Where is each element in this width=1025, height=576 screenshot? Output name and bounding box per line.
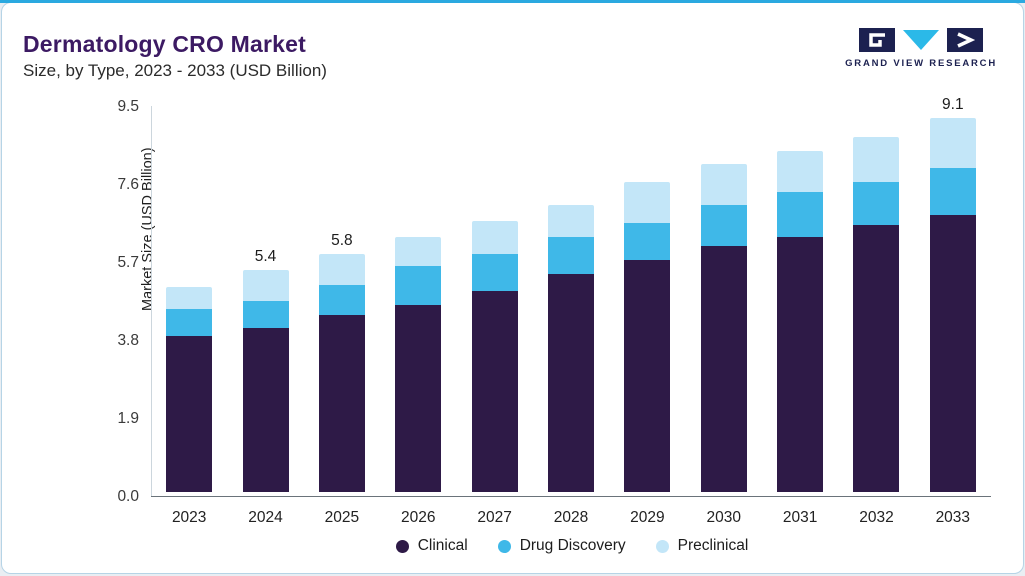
bar-segment-clinical [471, 290, 518, 492]
x-tick-label: 2031 [782, 509, 818, 526]
legend-label: Drug Discovery [519, 537, 626, 554]
legend-item-drug-discovery: Drug Discovery [497, 537, 626, 555]
y-tick-label: 5.7 [117, 254, 139, 271]
top-accent-line [0, 0, 1025, 3]
bar-stack [777, 151, 824, 492]
legend-dot-icon [395, 539, 409, 553]
x-tick-label: 2033 [935, 509, 971, 526]
bar-segment-preclinical [853, 136, 900, 183]
bar-segment-drug-discovery [395, 266, 442, 306]
x-tick-label: 2027 [477, 509, 512, 526]
legend-label: Clinical [417, 537, 468, 554]
bar-stack [471, 221, 518, 492]
bar-segment-drug-discovery [318, 284, 365, 316]
legend-dot-icon [497, 539, 511, 553]
y-tick-label: 9.5 [117, 98, 139, 115]
x-axis-line [151, 496, 991, 497]
x-tick-label: 2024 [248, 509, 283, 526]
bar-stack [929, 118, 976, 492]
bar-segment-clinical [777, 237, 824, 492]
bar-segment-drug-discovery [166, 309, 213, 336]
logo-text: GRAND VIEW RESEARCH [845, 58, 997, 69]
bar-total-label: 5.4 [254, 248, 277, 266]
legend-item-preclinical: Preclinical [655, 537, 749, 555]
chart-title: Dermatology CRO Market [23, 31, 307, 57]
y-tick-label: 1.9 [117, 410, 139, 427]
bar-stack [700, 163, 747, 492]
bar-segment-clinical [166, 336, 213, 492]
bar-segment-clinical [624, 260, 671, 492]
x-tick-label: 2029 [630, 509, 665, 526]
bar-segment-drug-discovery [548, 237, 594, 275]
bar-segment-drug-discovery [777, 192, 824, 238]
y-axis-line [151, 106, 152, 496]
logo-marks-icon [859, 28, 984, 52]
bar-stack [548, 204, 594, 492]
y-tick-label: 0.0 [117, 488, 139, 505]
bar-segment-preclinical [471, 221, 518, 254]
legend-dot-icon [655, 539, 669, 553]
bar-stack [395, 237, 442, 492]
bar-segment-drug-discovery [242, 301, 289, 328]
bar-segment-preclinical [318, 253, 365, 285]
bar-segment-preclinical [395, 237, 442, 267]
x-tick-label: 2025 [324, 509, 360, 526]
bar-segment-drug-discovery [929, 167, 976, 215]
bar-segment-clinical [548, 274, 594, 492]
legend-item-clinical: Clinical [395, 537, 468, 555]
bar-segment-drug-discovery [471, 253, 518, 291]
x-tick-label: 2023 [171, 509, 207, 526]
bar-segment-clinical [853, 225, 900, 492]
y-axis-title: Market Size (USD Billion) [139, 147, 156, 311]
legend: Clinical Drug Discovery Preclinical [152, 537, 992, 555]
bar-segment-preclinical [166, 286, 213, 310]
legend-label: Preclinical [677, 537, 749, 554]
bar-segment-clinical [929, 214, 976, 492]
bar-segment-preclinical [777, 151, 824, 193]
bar-segment-preclinical [929, 118, 976, 168]
bar-stack [624, 182, 671, 492]
bar-segment-preclinical [624, 182, 671, 224]
x-tick-label: 2030 [706, 509, 741, 526]
grand-view-research-logo: GRAND VIEW RESEARCH [845, 27, 997, 69]
y-tick-label: 7.6 [117, 176, 139, 193]
bar-segment-clinical [242, 327, 289, 492]
bar-segment-clinical [395, 305, 442, 492]
bar-stack [318, 253, 365, 492]
x-tick-label: 2032 [859, 509, 894, 526]
bar-segment-drug-discovery [624, 223, 671, 261]
bar-segment-preclinical [242, 270, 289, 302]
bar-stack [242, 270, 289, 492]
chart-subtitle: Size, by Type, 2023 - 2033 (USD Billion) [23, 61, 327, 80]
bar-segment-drug-discovery [853, 182, 900, 226]
bar-segment-preclinical [700, 163, 747, 205]
bar-stack [166, 286, 213, 492]
x-tick-label: 2028 [553, 509, 589, 526]
bar-segment-clinical [318, 315, 365, 492]
bar-stack [853, 136, 900, 492]
bar-total-label: 5.8 [331, 231, 353, 249]
bar-total-label: 9.1 [942, 96, 964, 114]
bar-segment-drug-discovery [700, 204, 747, 246]
bar-segment-clinical [700, 245, 747, 492]
x-tick-label: 2026 [401, 509, 436, 526]
y-tick-label: 3.8 [117, 332, 139, 349]
bar-segment-preclinical [548, 204, 594, 238]
